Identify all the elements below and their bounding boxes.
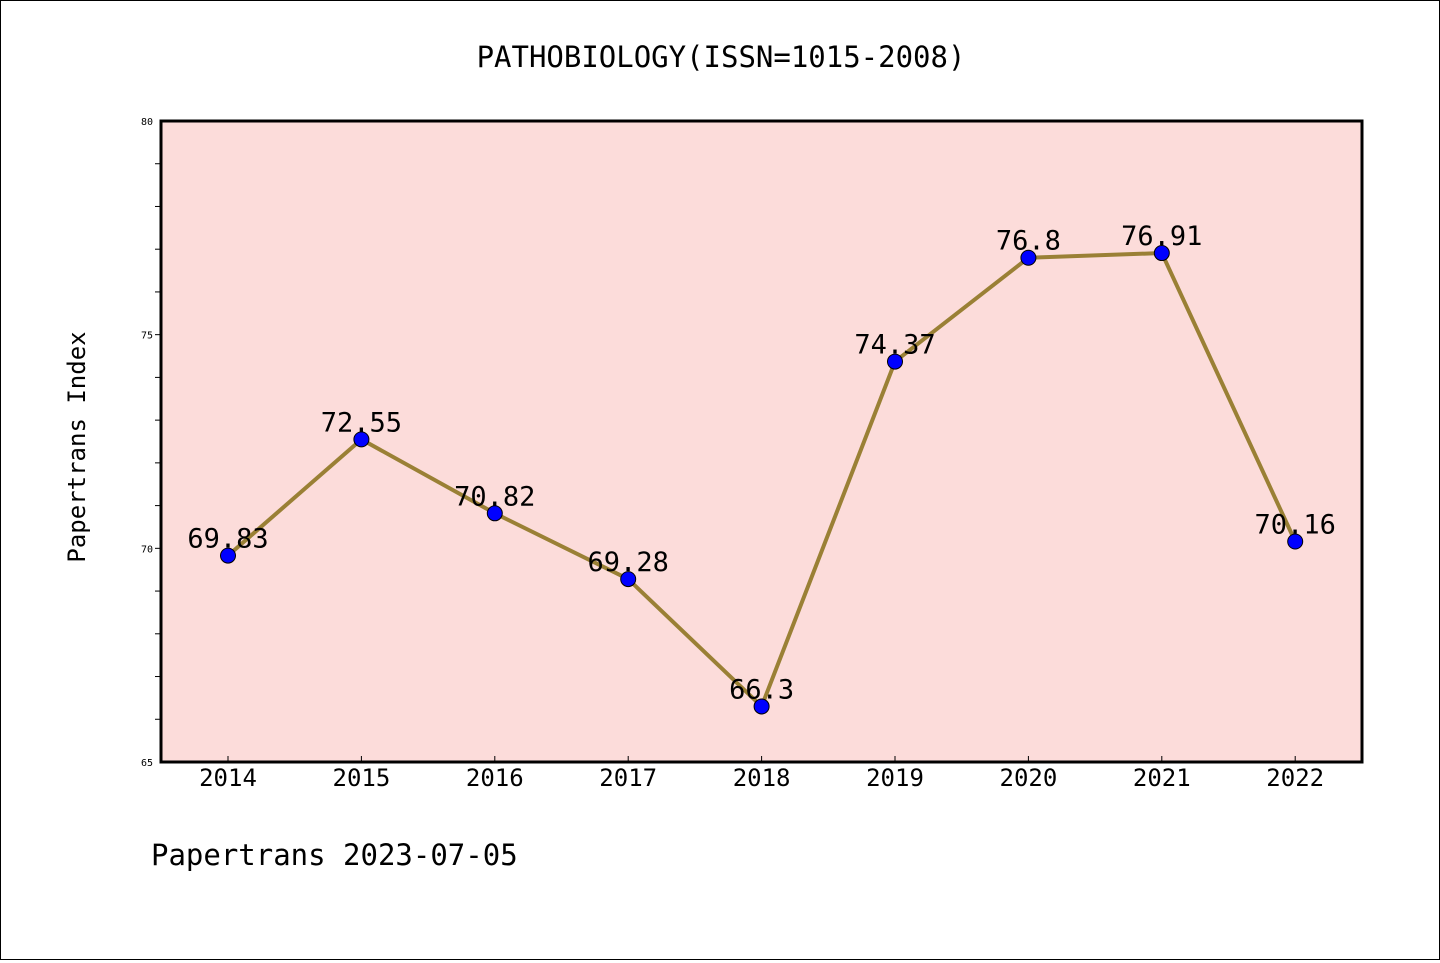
x-tick-label: 2020: [1000, 764, 1058, 792]
data-points: [220, 245, 1304, 715]
data-label: 74.37: [854, 330, 935, 361]
data-point: [486, 505, 503, 522]
plot-border: [159, 119, 1364, 764]
x-tick-labels: 2014 2015 2016 2017 2018 2019 2020 2021 2022: [199, 764, 1324, 792]
y-tick-label: 65: [141, 758, 153, 769]
data-point: [220, 547, 236, 564]
y-tick-label: 80: [141, 117, 153, 128]
data-label: 66.3: [729, 674, 794, 705]
data-label: 69.83: [187, 524, 268, 555]
data-label: 69.28: [588, 547, 669, 578]
chart-title: PATHOBIOLOGY(ISSN=1015-2008): [477, 40, 966, 74]
footer-text: Papertrans 2023-07-05: [151, 838, 518, 872]
data-point: [353, 431, 370, 448]
plot-area: [161, 121, 1362, 762]
data-labels: 69.83 72.55 70.82 69.28 66.3 74.37 76.8 76.91 70…: [187, 221, 1335, 705]
x-tick-label: 2021: [1133, 764, 1191, 792]
data-point: [753, 698, 770, 715]
x-tick-label: 2022: [1266, 764, 1324, 792]
x-tick-label: 2014: [199, 764, 257, 792]
data-point: [1287, 533, 1304, 550]
data-point: [887, 353, 903, 370]
y-tick-label: 75: [141, 331, 153, 342]
x-tick-label: 2018: [733, 764, 791, 792]
y-tick-label: 70: [141, 544, 153, 555]
data-label: 70.16: [1255, 509, 1336, 540]
data-label: 76.8: [996, 226, 1061, 257]
y-axis-label: Papertrans Index: [63, 331, 91, 562]
x-tick-label: 2016: [466, 764, 524, 792]
data-label: 70.82: [454, 481, 535, 512]
x-tick-label: 2019: [866, 764, 924, 792]
data-point: [1153, 245, 1170, 262]
x-tick-label: 2017: [599, 764, 657, 792]
data-label: 72.55: [321, 407, 402, 438]
y-tick-labels: 65 70 75 80: [141, 117, 153, 769]
x-tick-label: 2015: [333, 764, 391, 792]
data-point: [620, 571, 637, 588]
data-label: 76.91: [1121, 221, 1202, 252]
data-point: [1020, 249, 1037, 266]
